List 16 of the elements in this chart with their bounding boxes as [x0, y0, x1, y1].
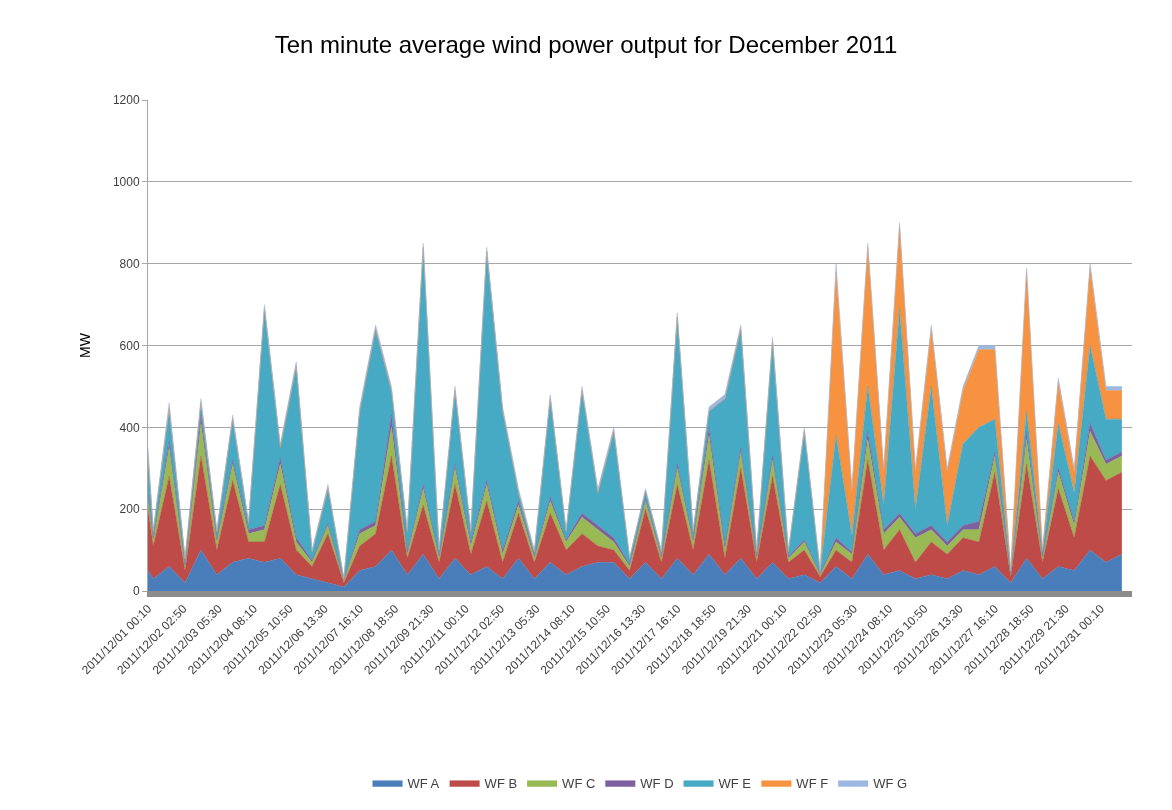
legend-label: WF F: [796, 775, 829, 791]
y-tick-label: 200: [119, 502, 140, 517]
legend-label: WF D: [640, 775, 674, 791]
y-axis-title: MW: [77, 332, 94, 358]
y-tick-label: 800: [119, 256, 140, 271]
legend-label: WF G: [873, 775, 908, 791]
y-tick-label: 0: [132, 584, 140, 599]
chart-title: Ten minute average wind power output for December 2011: [274, 31, 898, 59]
y-tick-label: 1000: [112, 175, 140, 190]
legend-label: WF E: [718, 775, 752, 791]
y-tick-label: 600: [119, 338, 140, 353]
legend-label: WF B: [484, 775, 518, 791]
y-tick-label: 400: [119, 420, 140, 435]
legend-label: WF A: [407, 775, 440, 791]
y-tick-label: 1200: [112, 93, 140, 108]
legend-label: WF C: [562, 775, 596, 791]
